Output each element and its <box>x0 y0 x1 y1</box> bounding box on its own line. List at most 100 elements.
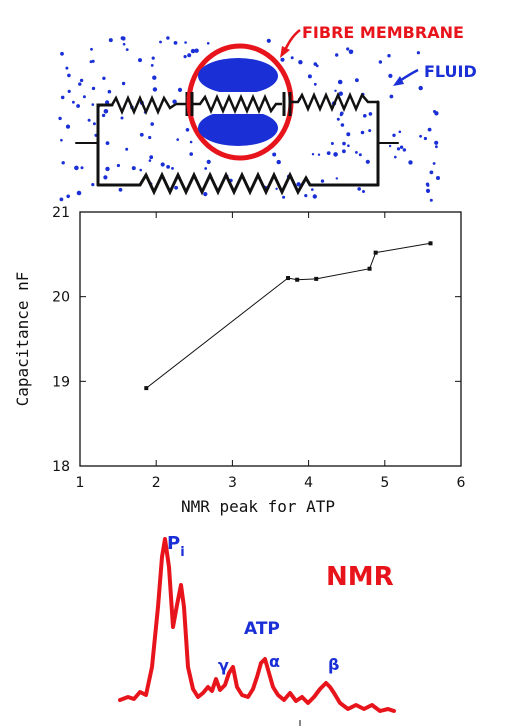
fluid-dot <box>317 153 321 156</box>
fluid-dot <box>392 133 396 137</box>
fluid-dot <box>290 56 294 60</box>
plot-frame <box>79 211 462 467</box>
fluid-dot <box>360 130 365 135</box>
fluid-dot <box>389 94 394 99</box>
membrane-circuit-diagram: FIBRE MEMBRANE FLUID <box>58 23 477 202</box>
fluid-dot <box>311 153 315 156</box>
fluid-dot <box>368 129 372 133</box>
fluid-dot <box>171 167 174 170</box>
x-tick-label: 3 <box>228 475 237 491</box>
fluid-dot <box>139 132 144 137</box>
fluid-dot <box>74 165 79 171</box>
fluid-dot <box>58 116 62 121</box>
fluid-dot <box>355 151 358 154</box>
fluid-dot <box>315 64 319 68</box>
fluid-dot <box>107 89 112 94</box>
x-tick-label: 1 <box>76 475 85 491</box>
fluid-dot <box>298 60 303 65</box>
data-point <box>367 266 372 271</box>
fluid-dot <box>65 124 71 129</box>
left-resistor <box>110 94 177 116</box>
fluid-dot <box>307 74 312 79</box>
fluid-dot <box>429 170 434 175</box>
data-point <box>144 386 149 391</box>
fluid-dot <box>148 135 152 140</box>
fluid-dot <box>272 152 277 157</box>
fluid-dot <box>337 79 343 85</box>
fluid-dot <box>335 177 338 180</box>
fluid-dot <box>339 113 343 117</box>
fluid-dot <box>434 111 439 116</box>
fluid-dot <box>121 81 126 86</box>
fluid-dot <box>60 95 65 100</box>
fluid-dot <box>82 95 86 99</box>
fluid-dot <box>108 38 113 43</box>
fluid-dot <box>335 53 339 57</box>
data-point <box>295 277 300 282</box>
fluid-dot <box>419 134 422 138</box>
nmr-trace <box>118 537 396 713</box>
y-axis-label: Capacitance nF <box>13 272 32 407</box>
fluid-dot <box>204 167 208 170</box>
fluid-dot <box>194 48 199 53</box>
y-tick-label: 18 <box>52 459 70 475</box>
fluid-dot <box>78 82 82 86</box>
fluid-label: FLUID <box>424 62 477 81</box>
series-line <box>144 241 433 391</box>
data-point <box>373 250 378 255</box>
fluid-dot <box>311 188 314 191</box>
fluid-dot <box>432 162 436 165</box>
fluid-dot <box>312 194 317 199</box>
fluid-dot <box>326 151 331 156</box>
fluid-dot <box>425 188 431 193</box>
fluid-dot <box>150 122 154 126</box>
fluid-dot <box>67 89 71 93</box>
fluid-dot <box>348 49 354 55</box>
fluid-dot <box>121 36 126 41</box>
fluid-dot <box>206 42 210 45</box>
fluid-dot <box>103 109 109 114</box>
fluid-dot <box>282 195 286 199</box>
fluid-dot <box>61 161 65 165</box>
fluid-dot <box>276 159 281 165</box>
series-polyline <box>145 242 431 389</box>
fluid-dot <box>105 100 110 105</box>
fluid-dot <box>122 42 126 46</box>
fluid-dot <box>149 155 154 160</box>
fluid-blob-bottom <box>198 110 278 146</box>
fluid-dot <box>125 48 129 51</box>
fluid-dot <box>131 166 136 171</box>
fluid-dot <box>91 103 95 106</box>
x-ticks: 1 2 3 4 5 6 <box>76 212 466 491</box>
fluid-dot <box>342 141 346 146</box>
fluid-dot <box>357 187 362 191</box>
fluid-dot <box>187 53 192 58</box>
fluid-dot <box>365 159 370 164</box>
x-axis-label: NMR peak for ATP <box>181 497 335 516</box>
fluid-dot <box>152 87 158 92</box>
fluid-dot <box>280 57 285 62</box>
fluid-dot <box>396 147 401 151</box>
fluid-dot <box>355 78 359 83</box>
fluid-dot <box>346 47 350 51</box>
fluid-dot <box>159 40 162 44</box>
fluid-dot <box>362 190 365 193</box>
alpha-label: α <box>269 652 280 671</box>
fluid-dot <box>138 58 142 63</box>
fluid-dot <box>342 149 346 154</box>
fluid-dot <box>92 122 96 126</box>
fluid-dot <box>172 99 177 104</box>
fluid-dot <box>429 198 433 202</box>
right-resistor <box>290 91 378 113</box>
fluid-dot <box>120 116 124 120</box>
fluid-dot <box>59 197 64 202</box>
nmr-spectrum: NMR Pi ATP γ α β <box>118 533 396 726</box>
fluid-dot <box>103 175 108 180</box>
fluid-dot <box>91 183 95 187</box>
fluid-dot <box>118 187 123 192</box>
nmr-title: NMR <box>326 562 394 592</box>
fluid-dot <box>346 132 351 137</box>
fluid-dot <box>87 118 91 122</box>
fluid-dot <box>266 38 271 43</box>
fluid-dot <box>363 114 367 118</box>
